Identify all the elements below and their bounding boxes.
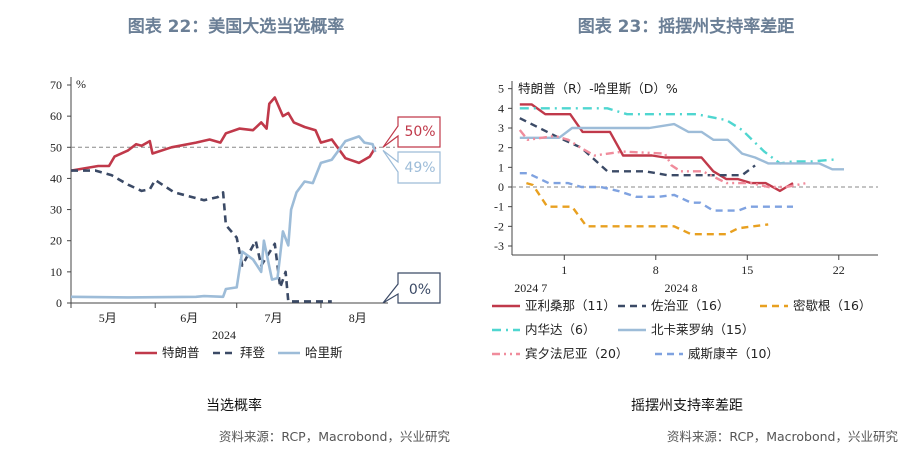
right-y-unit: 特朗普（R）-哈里斯（D）%: [518, 81, 678, 96]
left-callout-label: 0%: [409, 282, 431, 298]
left-y-tick-label: 30: [50, 203, 62, 217]
right-legend-label: 威斯康辛（10）: [688, 346, 779, 361]
right-series-line-3: [519, 107, 836, 165]
left-y-tick-label: 70: [50, 78, 62, 92]
right-series-line-5: [518, 129, 807, 189]
right-y-tick-label: -3: [494, 239, 504, 253]
left-series-line-1: [71, 169, 332, 303]
left-y-unit: %: [76, 77, 86, 91]
right-y-tick-label: 4: [498, 101, 504, 115]
left-y-tick-label: 10: [50, 265, 62, 279]
right-x-tick-label: 1: [561, 263, 567, 277]
left-x-tick-label: 8月: [349, 311, 367, 325]
right-legend-label: 宾夕法尼亚（20）: [525, 346, 628, 361]
right-y-tick-label: 5: [498, 82, 504, 96]
right-y-tick-label: 1: [498, 160, 504, 174]
right-legend-label: 北卡莱罗纳（15）: [651, 322, 754, 337]
left-y-tick-label: 40: [50, 171, 62, 185]
right-legend-label: 亚利桑那（11）: [525, 298, 616, 313]
right-x-tick-label: 8: [653, 263, 659, 277]
left-x-tick-label: 6月: [180, 311, 198, 325]
left-callout-box: [382, 149, 441, 184]
left-y-tick-label: 50: [50, 140, 62, 154]
right-caption: 摇摆州支持率差距: [631, 397, 743, 414]
left-y-tick-label: 0: [56, 296, 62, 310]
left-legend-label: 特朗普: [162, 345, 200, 360]
right-x-month-label: 2024 7: [514, 281, 547, 295]
right-y-tick-label: 3: [498, 121, 504, 135]
right-source: 资料来源：RCP，Macrobond，兴业研究: [667, 429, 899, 444]
right-y-tick-label: 2: [498, 141, 504, 155]
left-series-line-2: [70, 135, 377, 299]
left-x-tick-label: 5月: [99, 311, 117, 325]
right-x-month-label: 2024 8: [665, 281, 698, 295]
right-chart-title: 图表 23：摇摆州支持率差距: [578, 16, 795, 37]
right-series-line-4: [519, 122, 844, 171]
left-callout-label: 50%: [404, 124, 435, 140]
right-y-tick-label: -1: [494, 200, 504, 214]
left-callout-label: 49%: [404, 160, 435, 176]
left-x-tick-label: 7月: [264, 311, 282, 325]
right-legend-label: 内华达（6）: [525, 322, 595, 337]
left-callout-box: [382, 272, 441, 304]
right-series-line-0: [519, 103, 794, 193]
right-chart: -3 -2 -1 0 1 2 3 4 5 1 8 15 22 2024 7 2024 8 亚利桑那（11） 佐治…: [492, 81, 878, 361]
right-y-tick-label: -2: [494, 219, 504, 233]
left-series-line-0: [70, 96, 377, 172]
right-y-tick-label: 0: [498, 180, 504, 194]
left-legend-label: 拜登: [240, 345, 266, 360]
right-series-line-6: [519, 171, 793, 212]
left-y-tick-label: 60: [50, 109, 62, 123]
right-x-tick-label: 22: [833, 263, 845, 277]
left-source: 资料来源：RCP，Macrobond，兴业研究: [219, 429, 451, 444]
right-series-line-2: [526, 181, 769, 236]
left-caption: 当选概率: [206, 397, 262, 414]
right-legend-label: 密歇根（16）: [793, 298, 871, 313]
left-chart-title: 图表 22：美国大选当选概率: [128, 16, 345, 37]
left-callout-box: [382, 116, 441, 148]
left-legend-label: 哈里斯: [305, 345, 343, 360]
right-series-line-1: [519, 117, 756, 177]
left-x-year: 2024: [212, 328, 236, 342]
left-y-tick-label: 20: [50, 234, 62, 248]
right-x-tick-label: 15: [741, 263, 753, 277]
right-legend-label: 佐治亚（16）: [651, 298, 729, 313]
